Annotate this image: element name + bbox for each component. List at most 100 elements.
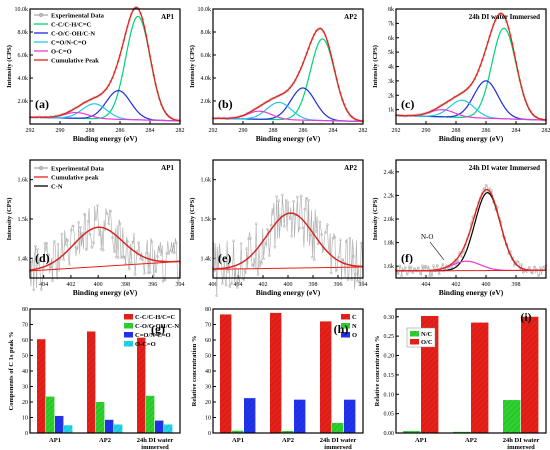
sample-label: 24h DI water Immersed (469, 164, 540, 172)
experimental-data-point (292, 199, 295, 203)
experimental-data-point (243, 269, 247, 272)
y-tick-label: 10 (22, 416, 28, 422)
y-axis-label: Intensity (CPS) (372, 198, 379, 241)
experimental-data-point (354, 272, 357, 276)
cumulative-peak-line (395, 12, 547, 121)
category-label-line2: immersed (141, 444, 169, 450)
experimental-data-point (296, 195, 299, 199)
y-tick-label: 1.6k (18, 178, 29, 184)
experimental-data-point (230, 282, 234, 285)
legend-swatch-hatch (124, 341, 133, 347)
experimental-data-point (79, 225, 82, 229)
sample-label: AP2 (344, 13, 357, 21)
experimental-data-point (118, 222, 122, 225)
experimental-data-point (527, 266, 531, 269)
experimental-data-point (32, 288, 36, 292)
y-tick-label: 0.05 (384, 412, 395, 418)
experimental-data-point (264, 241, 267, 244)
experimental-data-point (411, 271, 415, 275)
experimental-data-point (288, 217, 292, 221)
experimental-data-point (539, 266, 542, 269)
x-tick-label: 288 (269, 128, 278, 134)
bar-hatch (503, 400, 521, 433)
experimental-data-point (318, 220, 322, 224)
bar-hatch (55, 415, 64, 433)
y-tick-label: 1.4k (201, 256, 212, 262)
y-axis-label: Intensity (CPS) (6, 198, 13, 241)
experimental-data-point (66, 239, 69, 242)
x-tick-label: 398 (309, 282, 318, 288)
experimental-data-point (252, 257, 256, 261)
experimental-data-point (341, 258, 344, 262)
experimental-data-point (39, 288, 43, 291)
annotation-arrow (429, 241, 445, 261)
experimental-data-point (522, 270, 525, 274)
experimental-data-point (254, 222, 258, 226)
y-tick-label: 0.20 (384, 354, 395, 360)
experimental-data-point (320, 233, 324, 236)
experimental-data-point (239, 242, 243, 245)
x-tick-label: 288 (452, 128, 461, 134)
experimental-data-point (105, 212, 109, 215)
y-tick-label: 1.6k (201, 178, 212, 184)
plot-frame (212, 308, 364, 434)
experimental-data-point (432, 264, 435, 268)
experimental-data-point (236, 286, 239, 289)
legend-label: C-N (51, 184, 63, 191)
legend-label: Cumulative peak (51, 175, 99, 182)
experimental-data-point (305, 196, 309, 200)
y-tick-label: 1.5k (201, 217, 212, 223)
experimental-data-point (482, 187, 486, 190)
legend-label: C=O/N-C=O (135, 332, 171, 339)
legend-label: C (352, 314, 357, 321)
y-tick-label: 0.10 (384, 392, 395, 398)
experimental-data-point (258, 264, 262, 268)
y-tick-label: 1.5k (18, 217, 29, 223)
x-axis-label: Binding energy (eV) (73, 288, 138, 297)
bar-hatch (521, 316, 539, 433)
bar-hatch (96, 402, 105, 433)
y-tick-label: 2.0k (201, 99, 212, 105)
legend-label: O-C=O (51, 49, 72, 56)
y-tick-label: 40 (22, 369, 28, 375)
y-tick-label: 70 (205, 323, 211, 329)
bar-hatch (220, 314, 232, 433)
experimental-data-point (484, 184, 488, 187)
experimental-data-point (400, 274, 403, 278)
x-tick-label: 406 (209, 282, 218, 288)
bar-hatch (164, 424, 173, 433)
experimental-data-point (405, 272, 409, 276)
experimental-data-point (311, 255, 314, 259)
experimental-data-point (462, 250, 465, 254)
experimental-data-point (137, 241, 141, 244)
experimental-data-point (542, 265, 546, 269)
experimental-data-point (398, 264, 402, 268)
y-axis-label: Relative concentration % (191, 336, 198, 407)
x-tick-label: 402 (259, 282, 268, 288)
x-tick-label: 292 (392, 128, 401, 134)
y-tick-label: 6.0k (201, 53, 212, 59)
experimental-data-point (69, 228, 73, 232)
y-tick-label: 60 (205, 338, 211, 344)
x-tick-label: 282 (359, 128, 368, 134)
cumulative-peak-line (29, 6, 181, 122)
legend-label: O (352, 332, 357, 339)
panel-letter: (i) (520, 310, 531, 324)
x-tick-label: 292 (26, 128, 35, 134)
experimental-data-point (221, 282, 224, 285)
experimental-data-point (109, 209, 112, 213)
y-tick-label: 1.4k (18, 256, 29, 262)
panel-letter: (h) (334, 322, 349, 336)
experimental-data-point (84, 248, 88, 251)
experimental-data-point (424, 264, 428, 268)
bar-hatch (270, 312, 282, 433)
experimental-data-point (237, 282, 241, 285)
experimental-data-point (531, 271, 535, 274)
category-label: AP1 (415, 437, 427, 444)
experimental-data-point (62, 258, 66, 262)
experimental-data-point (301, 226, 305, 230)
plot-frame (395, 159, 547, 279)
plot-frame (29, 308, 181, 434)
panel-letter: (a) (35, 97, 49, 111)
